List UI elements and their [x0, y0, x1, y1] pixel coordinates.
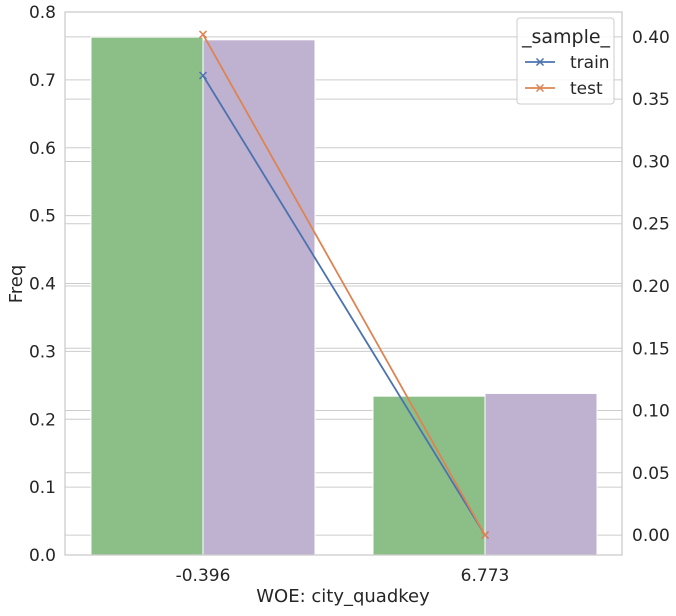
left-tick-label-6: 0.6	[29, 139, 56, 159]
bars	[90, 36, 598, 556]
marker-train-0	[198, 71, 208, 80]
line-train	[202, 75, 486, 536]
bar-test-1	[484, 392, 598, 556]
y-axis-label: Freq	[6, 265, 27, 304]
marker-test-0	[198, 30, 208, 39]
bar-train-0	[90, 36, 204, 556]
plot-border	[64, 11, 623, 556]
legend-entry-train: train	[525, 53, 610, 73]
plot-frame	[64, 11, 623, 556]
x-tick-label-1: 6.773	[461, 566, 510, 586]
right-tick-label-7: 0.35	[632, 90, 670, 110]
legend-title: _sample_	[521, 26, 611, 48]
left-tick-label-0: 0.0	[29, 546, 56, 566]
right-tick-label-3: 0.15	[632, 339, 670, 359]
bar-train-1	[372, 395, 486, 556]
x-tick-label-0: -0.396	[176, 566, 231, 586]
right-tick-label-5: 0.25	[632, 215, 670, 235]
marker-test-1	[480, 531, 490, 540]
right-tick-label-0: 0.00	[632, 526, 670, 546]
legend-box	[516, 17, 615, 105]
lines	[198, 30, 490, 540]
right-tick-label-8: 0.40	[632, 28, 670, 48]
left-tick-label-4: 0.4	[29, 275, 56, 295]
line-test	[202, 33, 486, 536]
legend-label-train: train	[570, 53, 610, 73]
left-tick-label-7: 0.7	[29, 71, 56, 91]
legend-entry-test: test	[525, 79, 603, 99]
right-tick-label-4: 0.20	[632, 277, 670, 297]
right-tick-label-6: 0.30	[632, 152, 670, 172]
x-axis-ticks: -0.396 6.773	[176, 566, 510, 586]
left-tick-label-2: 0.2	[29, 410, 56, 430]
legend-entries: train test	[525, 53, 610, 99]
x-axis-label: WOE: city_quadkey	[256, 586, 430, 607]
legend: _sample_ train test	[516, 17, 615, 105]
left-tick-label-5: 0.5	[29, 207, 56, 227]
right-y-axis-ticks: 0.00 0.05 0.10 0.15 0.20 0.25 0.30 0.35 0.40	[632, 28, 670, 546]
left-tick-label-3: 0.3	[29, 342, 56, 362]
left-tick-label-8: 0.8	[29, 3, 56, 23]
left-y-axis-ticks: 0.0 0.1 0.2 0.3 0.4 0.5 0.6 0.7 0.8	[29, 3, 56, 566]
right-tick-label-2: 0.10	[632, 402, 670, 422]
right-tick-label-1: 0.05	[632, 464, 670, 484]
bar-test-0	[202, 39, 316, 556]
legend-label-test: test	[570, 79, 603, 99]
left-tick-label-1: 0.1	[29, 478, 56, 498]
